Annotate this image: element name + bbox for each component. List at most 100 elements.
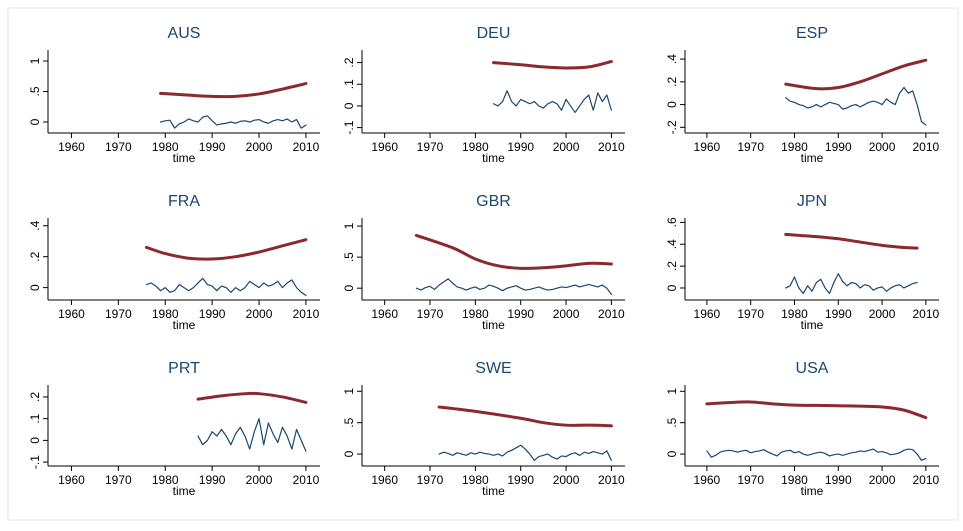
y-tick-label: 0 — [342, 102, 356, 109]
x-tick-label: 1960 — [58, 307, 85, 321]
y-tick-label: .2 — [342, 57, 356, 67]
x-tick-label: 2010 — [293, 307, 320, 321]
panel: PRT -.1 0 .1 .2 1960 1970 1980 1990 2000 2010 time — [28, 360, 320, 498]
series-line — [705, 400, 928, 420]
x-tick-label: 1980 — [462, 307, 489, 321]
x-tick-label: 2000 — [869, 140, 896, 154]
y-tick-label: .4 — [28, 220, 42, 230]
panel-title: SWE — [475, 360, 511, 377]
x-tick-label: 1960 — [58, 140, 85, 154]
panel: USA 0 .5 1 1960 1970 1980 1990 2000 2010 time — [665, 360, 940, 498]
x-tick-label: 2010 — [913, 140, 940, 154]
x-axis-label: time — [801, 151, 824, 165]
y-tick-label: 0 — [665, 101, 679, 108]
panel: FRA 0 .2 .4 1960 1970 1980 1990 2000 2010 time — [28, 193, 320, 332]
panel: SWE 0 .5 1 1960 1970 1980 1990 2000 2010 time — [342, 360, 625, 498]
x-tick-label: 1970 — [417, 307, 444, 321]
panel-title: PRT — [168, 360, 200, 377]
x-tick-label: 1960 — [694, 307, 721, 321]
x-tick-label: 2000 — [869, 473, 896, 487]
x-tick-label: 1980 — [462, 473, 489, 487]
series-line — [492, 59, 613, 70]
y-tick-label: 1 — [342, 222, 356, 229]
x-tick-label: 1980 — [462, 140, 489, 154]
y-tick-label: .5 — [342, 252, 356, 262]
y-tick-label: 0 — [28, 437, 42, 444]
panel: GBR 0 .5 1 1960 1970 1980 1990 2000 2010 time — [342, 193, 625, 332]
panel-title: ESP — [796, 25, 828, 42]
x-tick-label: 1970 — [737, 140, 764, 154]
x-tick-label: 2000 — [246, 473, 273, 487]
x-axis-label: time — [801, 484, 824, 498]
x-tick-label: 1980 — [152, 473, 179, 487]
series-line — [438, 444, 612, 461]
x-tick-label: 2010 — [598, 140, 625, 154]
x-tick-label: 1970 — [417, 473, 444, 487]
x-tick-label: 2000 — [869, 307, 896, 321]
panel-title: AUS — [168, 25, 201, 42]
y-tick-label: .4 — [665, 239, 679, 249]
x-tick-label: 1990 — [507, 473, 534, 487]
x-tick-label: 1960 — [371, 473, 398, 487]
y-tick-label: 1 — [342, 388, 356, 395]
x-tick-label: 1970 — [737, 307, 764, 321]
panel: JPN 0 .2 .4 .6 1960 1970 1980 1990 2000 2010 time — [665, 193, 940, 332]
y-tick-label: 0 — [665, 450, 679, 457]
panel-title: USA — [796, 360, 829, 377]
series-line — [784, 232, 919, 250]
y-tick-label: .2 — [665, 77, 679, 87]
x-axis-label: time — [801, 318, 824, 332]
x-tick-label: 1980 — [152, 307, 179, 321]
x-tick-label: 1990 — [199, 307, 226, 321]
x-axis-label: time — [482, 318, 505, 332]
x-tick-label: 2010 — [913, 307, 940, 321]
y-tick-label: .1 — [342, 79, 356, 89]
x-axis-label: time — [173, 151, 196, 165]
x-tick-label: 2000 — [246, 307, 273, 321]
series-line — [785, 273, 918, 295]
y-tick-label: .6 — [665, 217, 679, 227]
x-tick-label: 1960 — [694, 140, 721, 154]
y-tick-label: .2 — [28, 251, 42, 261]
x-axis-label: time — [173, 484, 196, 498]
y-tick-label: .1 — [28, 413, 42, 423]
y-tick-label: .5 — [665, 417, 679, 427]
panel-title: DEU — [477, 25, 511, 42]
panel-title: JPN — [797, 193, 827, 210]
x-tick-label: 1990 — [825, 307, 852, 321]
series-line — [197, 418, 307, 452]
y-tick-label: 0 — [28, 284, 42, 291]
series-line — [784, 58, 928, 91]
series-line — [159, 82, 308, 99]
x-tick-label: 1990 — [825, 473, 852, 487]
x-tick-label: 1980 — [781, 307, 808, 321]
x-tick-label: 2010 — [293, 473, 320, 487]
y-tick-label: .4 — [665, 54, 679, 64]
x-tick-label: 1990 — [507, 140, 534, 154]
y-tick-label: -.1 — [342, 120, 356, 134]
y-tick-label: 1 — [665, 388, 679, 395]
x-tick-label: 2000 — [246, 140, 273, 154]
series-line — [144, 238, 308, 261]
series-line — [415, 278, 612, 296]
x-tick-label: 1980 — [781, 140, 808, 154]
x-tick-label: 1960 — [371, 307, 398, 321]
panel: AUS 0 .5 1 1960 1970 1980 1990 2000 2010 time — [28, 25, 320, 165]
x-tick-label: 2010 — [293, 140, 320, 154]
x-tick-label: 1970 — [105, 140, 132, 154]
x-tick-label: 1960 — [694, 473, 721, 487]
x-tick-label: 2000 — [553, 307, 580, 321]
x-axis-label: time — [482, 151, 505, 165]
x-tick-label: 1980 — [781, 473, 808, 487]
series-line — [706, 448, 927, 461]
x-axis-label: time — [482, 484, 505, 498]
x-tick-label: 1970 — [417, 140, 444, 154]
y-tick-label: 1 — [28, 57, 42, 64]
x-tick-label: 1990 — [199, 473, 226, 487]
panel: DEU -.1 0 .1 .2 1960 1970 1980 1990 2000 2010 time — [342, 25, 625, 165]
x-tick-label: 1990 — [825, 140, 852, 154]
series-line — [785, 86, 927, 126]
panel-title: FRA — [168, 193, 200, 210]
y-tick-label: .5 — [28, 86, 42, 96]
